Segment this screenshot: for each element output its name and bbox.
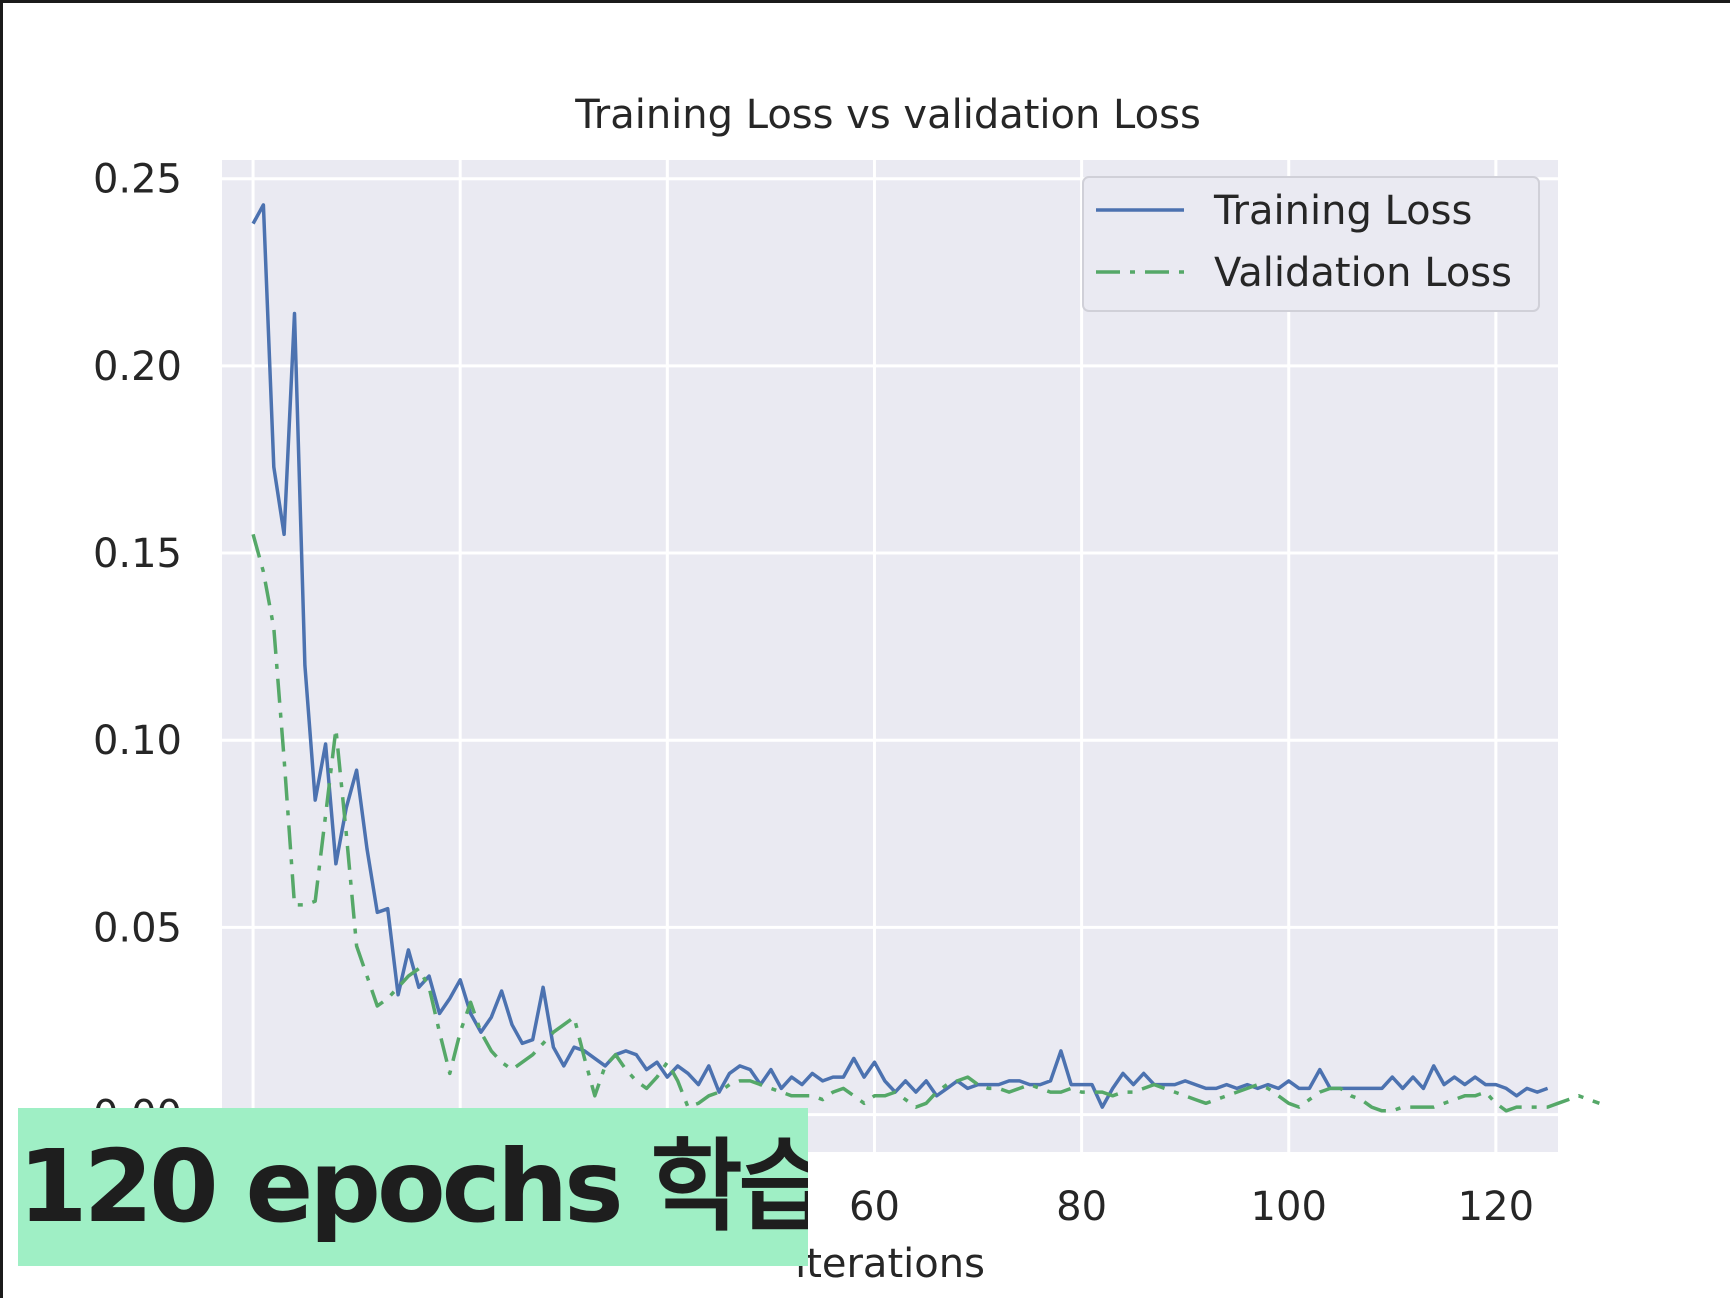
legend: Training Loss Validation Loss: [1082, 176, 1540, 312]
caption-overlay: 120 epochs 학습: [18, 1108, 808, 1266]
y-tick-label: 0.25: [93, 157, 182, 203]
x-tick-label: 120: [1458, 1184, 1534, 1230]
y-tick-label: 0.20: [93, 344, 182, 390]
series-line-validation-loss: [251, 533, 1600, 1113]
x-tick-label: 100: [1251, 1184, 1327, 1230]
y-tick-label: 0.05: [93, 905, 182, 951]
chart-title: Training Loss vs validation Loss: [574, 92, 1201, 138]
y-tick-label: 0.10: [93, 718, 182, 764]
x-axis-label: iterations: [795, 1241, 985, 1287]
legend-box: [1082, 176, 1540, 312]
y-tick-labels: 0.000.050.100.150.200.25: [93, 157, 182, 1139]
legend-label-validation: Validation Loss: [1214, 250, 1512, 296]
x-tick-label: 60: [849, 1184, 900, 1230]
plot-area: [222, 160, 1558, 1152]
grid-lines: [222, 160, 1558, 1152]
y-tick-label: 0.15: [93, 531, 182, 577]
x-tick-label: 80: [1056, 1184, 1107, 1230]
legend-label-training: Training Loss: [1213, 188, 1472, 234]
series-group: [251, 203, 1600, 1113]
